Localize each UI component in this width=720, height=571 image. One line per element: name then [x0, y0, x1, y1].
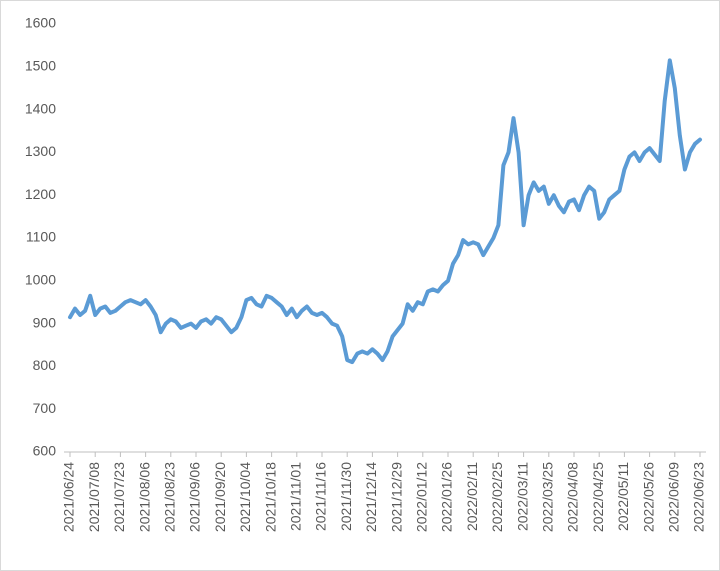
- x-tick-label: 2022/03/11: [514, 462, 530, 531]
- x-tick-label: 2021/12/29: [388, 462, 404, 532]
- y-tick-label: 1200: [25, 186, 56, 202]
- x-tick-label: 2021/06/24: [61, 462, 77, 532]
- x-tick-label: 2021/09/20: [212, 462, 228, 532]
- y-tick-label: 1400: [25, 100, 56, 116]
- x-tick-label: 2022/02/25: [489, 462, 505, 532]
- x-tick-label: 2021/10/04: [237, 462, 253, 532]
- x-tick-label: 2022/06/09: [666, 462, 682, 532]
- x-tick-label: 2021/11/01: [288, 462, 304, 531]
- x-tick-label: 2022/04/25: [590, 462, 606, 532]
- y-tick-label: 700: [33, 400, 57, 416]
- x-tick-label: 2021/08/06: [136, 462, 152, 532]
- x-tick-label: 2022/05/11: [615, 462, 631, 531]
- x-tick-label: 2022/02/11: [464, 462, 480, 531]
- x-tick-label: 2022/04/08: [565, 462, 581, 532]
- y-tick-label: 900: [33, 314, 57, 330]
- x-tick-label: 2021/07/08: [86, 462, 102, 532]
- x-tick-label: 2022/01/12: [414, 462, 430, 532]
- x-tick-label: 2021/09/06: [187, 462, 203, 532]
- y-tick-label: 1300: [25, 143, 56, 159]
- y-tick-label: 600: [33, 443, 57, 459]
- y-tick-label: 1100: [26, 229, 56, 245]
- x-tick-label: 2021/11/16: [313, 462, 329, 531]
- x-tick-label: 2022/05/26: [640, 462, 656, 532]
- x-tick-label: 2022/03/25: [540, 462, 556, 532]
- x-tick-label: 2021/11/30: [338, 462, 354, 531]
- line-series: [68, 58, 702, 365]
- x-tick-label: 2021/07/23: [111, 462, 127, 532]
- x-tick-label: 2021/10/18: [262, 462, 278, 532]
- x-tick-label: 2022/06/23: [691, 462, 707, 532]
- y-tick-label: 1000: [25, 272, 56, 288]
- y-tick-label: 800: [33, 357, 57, 373]
- y-tick-label: 1500: [25, 58, 56, 74]
- x-tick-label: 2021/12/14: [363, 462, 379, 532]
- y-tick-label: 1600: [25, 15, 56, 31]
- x-tick-label: 2021/08/23: [162, 462, 178, 532]
- x-tick-label: 2022/01/26: [439, 462, 455, 532]
